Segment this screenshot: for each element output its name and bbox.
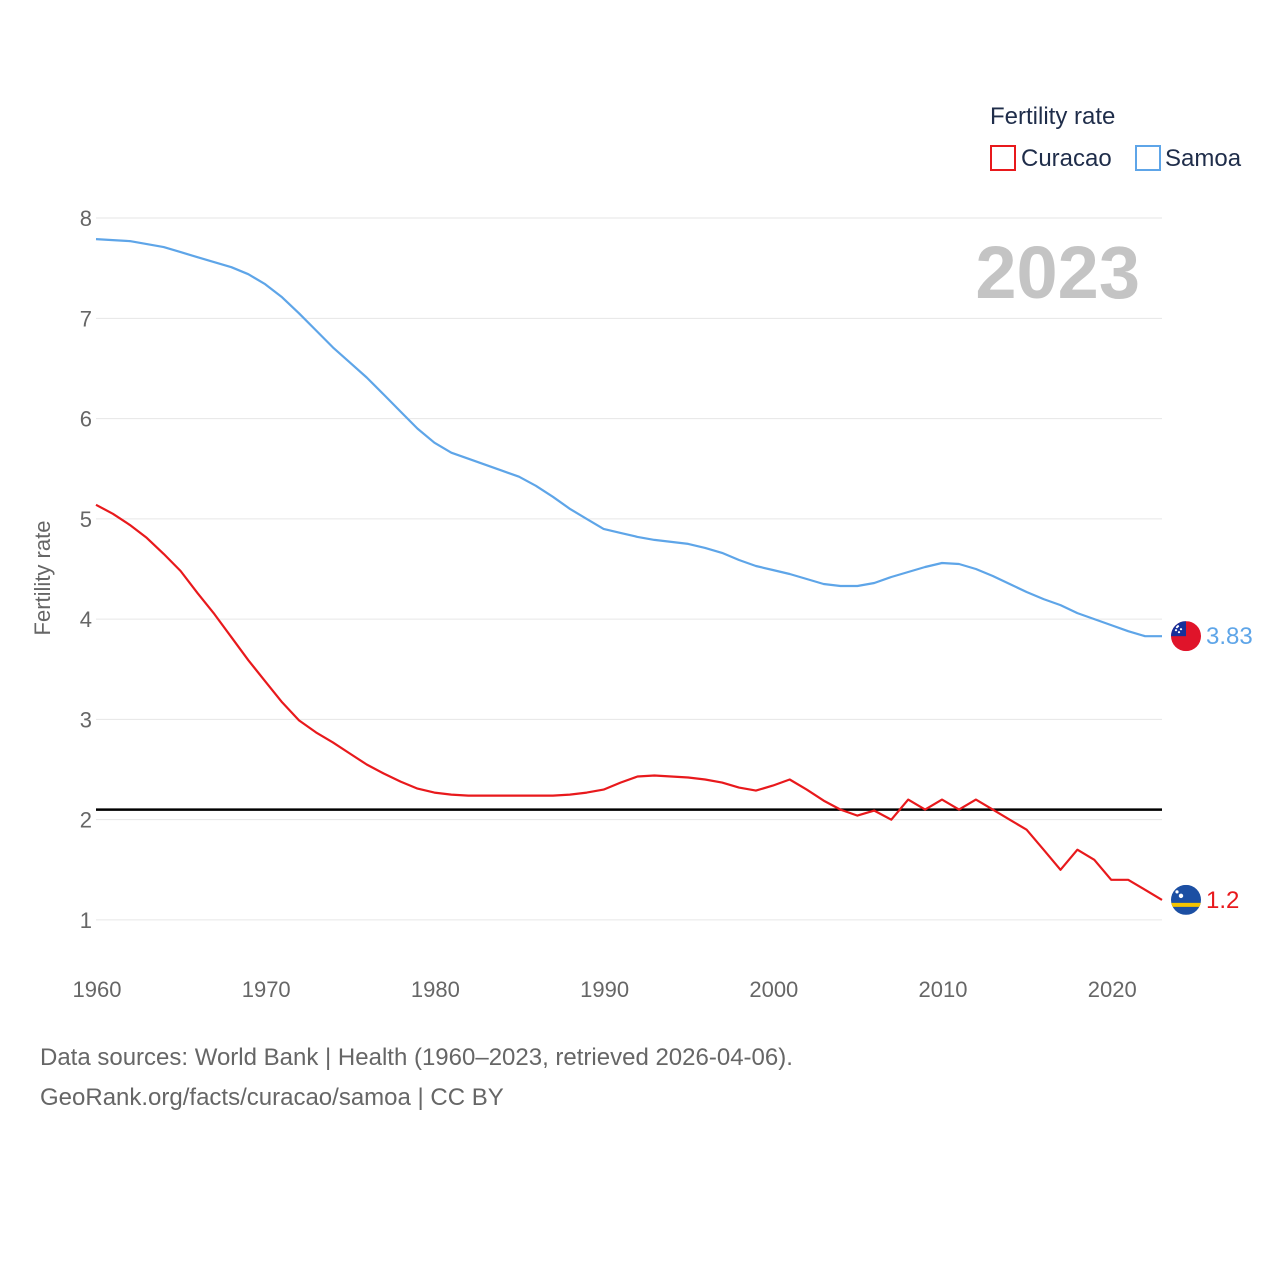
x-tick-label-1980: 1980 [411, 977, 460, 1002]
end-value-label-curacao: 1.2 [1206, 887, 1239, 914]
y-tick-label-5: 5 [80, 507, 92, 532]
footer-data-sources: Data sources: World Bank | Health (1960–… [40, 1044, 793, 1071]
year-display: 2023 [975, 231, 1140, 314]
x-tick-label-1960: 1960 [73, 977, 122, 1002]
samoa-flag-star [1175, 626, 1179, 629]
samoa-flag-icon [1171, 621, 1201, 652]
x-tick-label-1970: 1970 [242, 977, 291, 1002]
y-tick-label-4: 4 [80, 607, 92, 632]
legend[interactable]: Fertility rate Curacao Samoa [990, 103, 1242, 172]
legend-item-curacao[interactable]: Curacao [990, 145, 1112, 172]
x-tick-label-2000: 2000 [749, 977, 798, 1002]
footer-credit-link[interactable]: GeoRank.org/facts/curacao/samoa | CC BY [40, 1084, 504, 1111]
series-layer [95, 238, 1163, 901]
x-tick-label-1990: 1990 [580, 977, 629, 1002]
series-line-samoa [95, 238, 1162, 638]
curacao-flag-star [1175, 890, 1179, 894]
series-line-curacao [95, 503, 1163, 901]
x-axis-ticks: 1960 1970 1980 1990 2000 2010 2020 [73, 977, 1137, 1002]
end-value-label-samoa: 3.83 [1206, 623, 1253, 650]
samoa-flag-star [1179, 628, 1183, 631]
x-tick-label-2010: 2010 [919, 977, 968, 1002]
curacao-flag-star [1178, 893, 1184, 899]
y-axis-label: Fertility rate [30, 521, 55, 636]
curacao-flag-icon [1171, 884, 1201, 915]
y-tick-label-1: 1 [80, 908, 92, 933]
y-tick-label-2: 2 [80, 808, 92, 833]
legend-swatch-samoa [1135, 145, 1161, 171]
legend-swatch-curacao [990, 145, 1016, 171]
legend-item-samoa[interactable]: Samoa [1135, 145, 1242, 172]
samoa-flag-star [1174, 629, 1178, 632]
y-tick-label-7: 7 [80, 306, 92, 331]
legend-label-curacao: Curacao [1021, 145, 1112, 172]
samoa-flag-star [1177, 631, 1181, 634]
legend-label-samoa: Samoa [1165, 145, 1242, 172]
chart-gridlines [96, 217, 1162, 921]
y-tick-label-6: 6 [80, 407, 92, 432]
y-tick-label-3: 3 [80, 707, 92, 732]
y-axis-ticks: 1 2 3 4 5 6 7 8 [80, 206, 92, 933]
x-tick-label-2020: 2020 [1088, 977, 1137, 1002]
y-tick-label-8: 8 [80, 206, 92, 231]
legend-title: Fertility rate [990, 103, 1115, 130]
